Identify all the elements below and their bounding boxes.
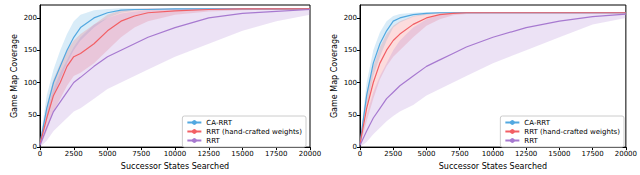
svg-text:2500: 2500 [384, 150, 402, 158]
svg-text:Successor States Searched: Successor States Searched [121, 162, 229, 171]
svg-text:7500: 7500 [132, 150, 150, 158]
svg-text:CA-RRT: CA-RRT [524, 119, 550, 127]
svg-text:2500: 2500 [65, 150, 83, 158]
svg-text:0: 0 [38, 150, 42, 158]
svg-text:RRT (hand-crafted weights): RRT (hand-crafted weights) [206, 128, 302, 136]
svg-text:100: 100 [24, 79, 37, 87]
svg-text:200: 200 [344, 14, 357, 22]
svg-text:50: 50 [28, 111, 37, 119]
svg-text:200: 200 [24, 14, 37, 22]
svg-text:50: 50 [348, 111, 357, 119]
svg-text:RRT (hand-crafted weights): RRT (hand-crafted weights) [524, 128, 620, 136]
svg-text:7500: 7500 [451, 150, 469, 158]
svg-text:Game Map Coverage: Game Map Coverage [330, 34, 339, 118]
svg-text:17500: 17500 [581, 150, 603, 158]
svg-text:0: 0 [353, 143, 357, 151]
svg-text:15000: 15000 [231, 150, 253, 158]
svg-text:0: 0 [33, 143, 37, 151]
svg-text:Game Map Coverage: Game Map Coverage [10, 34, 19, 118]
svg-text:100: 100 [344, 79, 357, 87]
svg-text:RRT: RRT [206, 137, 220, 145]
svg-text:17500: 17500 [265, 150, 287, 158]
svg-text:CA-RRT: CA-RRT [206, 119, 232, 127]
svg-text:15000: 15000 [548, 150, 570, 158]
svg-text:12500: 12500 [198, 150, 220, 158]
svg-text:Successor States Searched: Successor States Searched [439, 162, 547, 171]
svg-text:5000: 5000 [99, 150, 117, 158]
svg-text:10000: 10000 [482, 150, 504, 158]
svg-text:5000: 5000 [418, 150, 436, 158]
svg-text:0: 0 [358, 150, 362, 158]
svg-text:RRT: RRT [524, 137, 538, 145]
svg-text:20000: 20000 [615, 150, 637, 158]
svg-text:10000: 10000 [164, 150, 186, 158]
svg-text:12500: 12500 [515, 150, 537, 158]
svg-text:150: 150 [344, 46, 357, 54]
svg-text:150: 150 [24, 46, 37, 54]
svg-text:20000: 20000 [299, 150, 321, 158]
